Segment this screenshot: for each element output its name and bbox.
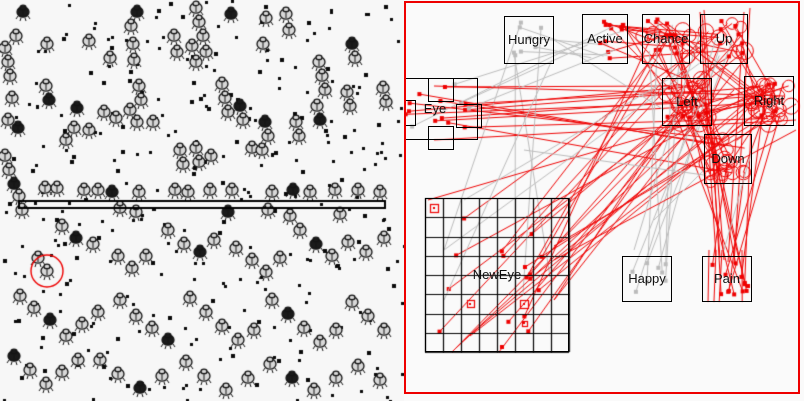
brain-inspector-panel[interactable]: Hungry Active Chance Up Eye Left Right Down Happ… — [404, 0, 804, 401]
brain-node-right[interactable] — [744, 76, 794, 126]
brain-node-happy[interactable] — [622, 256, 672, 302]
brain-node-chance[interactable] — [642, 14, 690, 64]
eye-subcell-2[interactable] — [428, 126, 454, 150]
eye-subcell-0[interactable] — [428, 78, 454, 102]
brain-node-active[interactable] — [582, 14, 628, 64]
brain-node-left[interactable] — [662, 78, 712, 126]
brain-node-neweye[interactable] — [425, 198, 569, 352]
brain-node-down[interactable] — [704, 134, 752, 184]
brain-node-hungry[interactable] — [504, 16, 554, 64]
brain-node-pain[interactable] — [702, 256, 752, 302]
brain-render-canvas[interactable] — [404, 0, 804, 401]
world-view-panel[interactable] — [0, 0, 404, 401]
eye-subcell-3[interactable] — [404, 100, 416, 126]
eye-subcell-1[interactable] — [456, 104, 482, 128]
brain-node-up[interactable] — [700, 14, 748, 64]
world-render-canvas[interactable] — [0, 0, 404, 401]
